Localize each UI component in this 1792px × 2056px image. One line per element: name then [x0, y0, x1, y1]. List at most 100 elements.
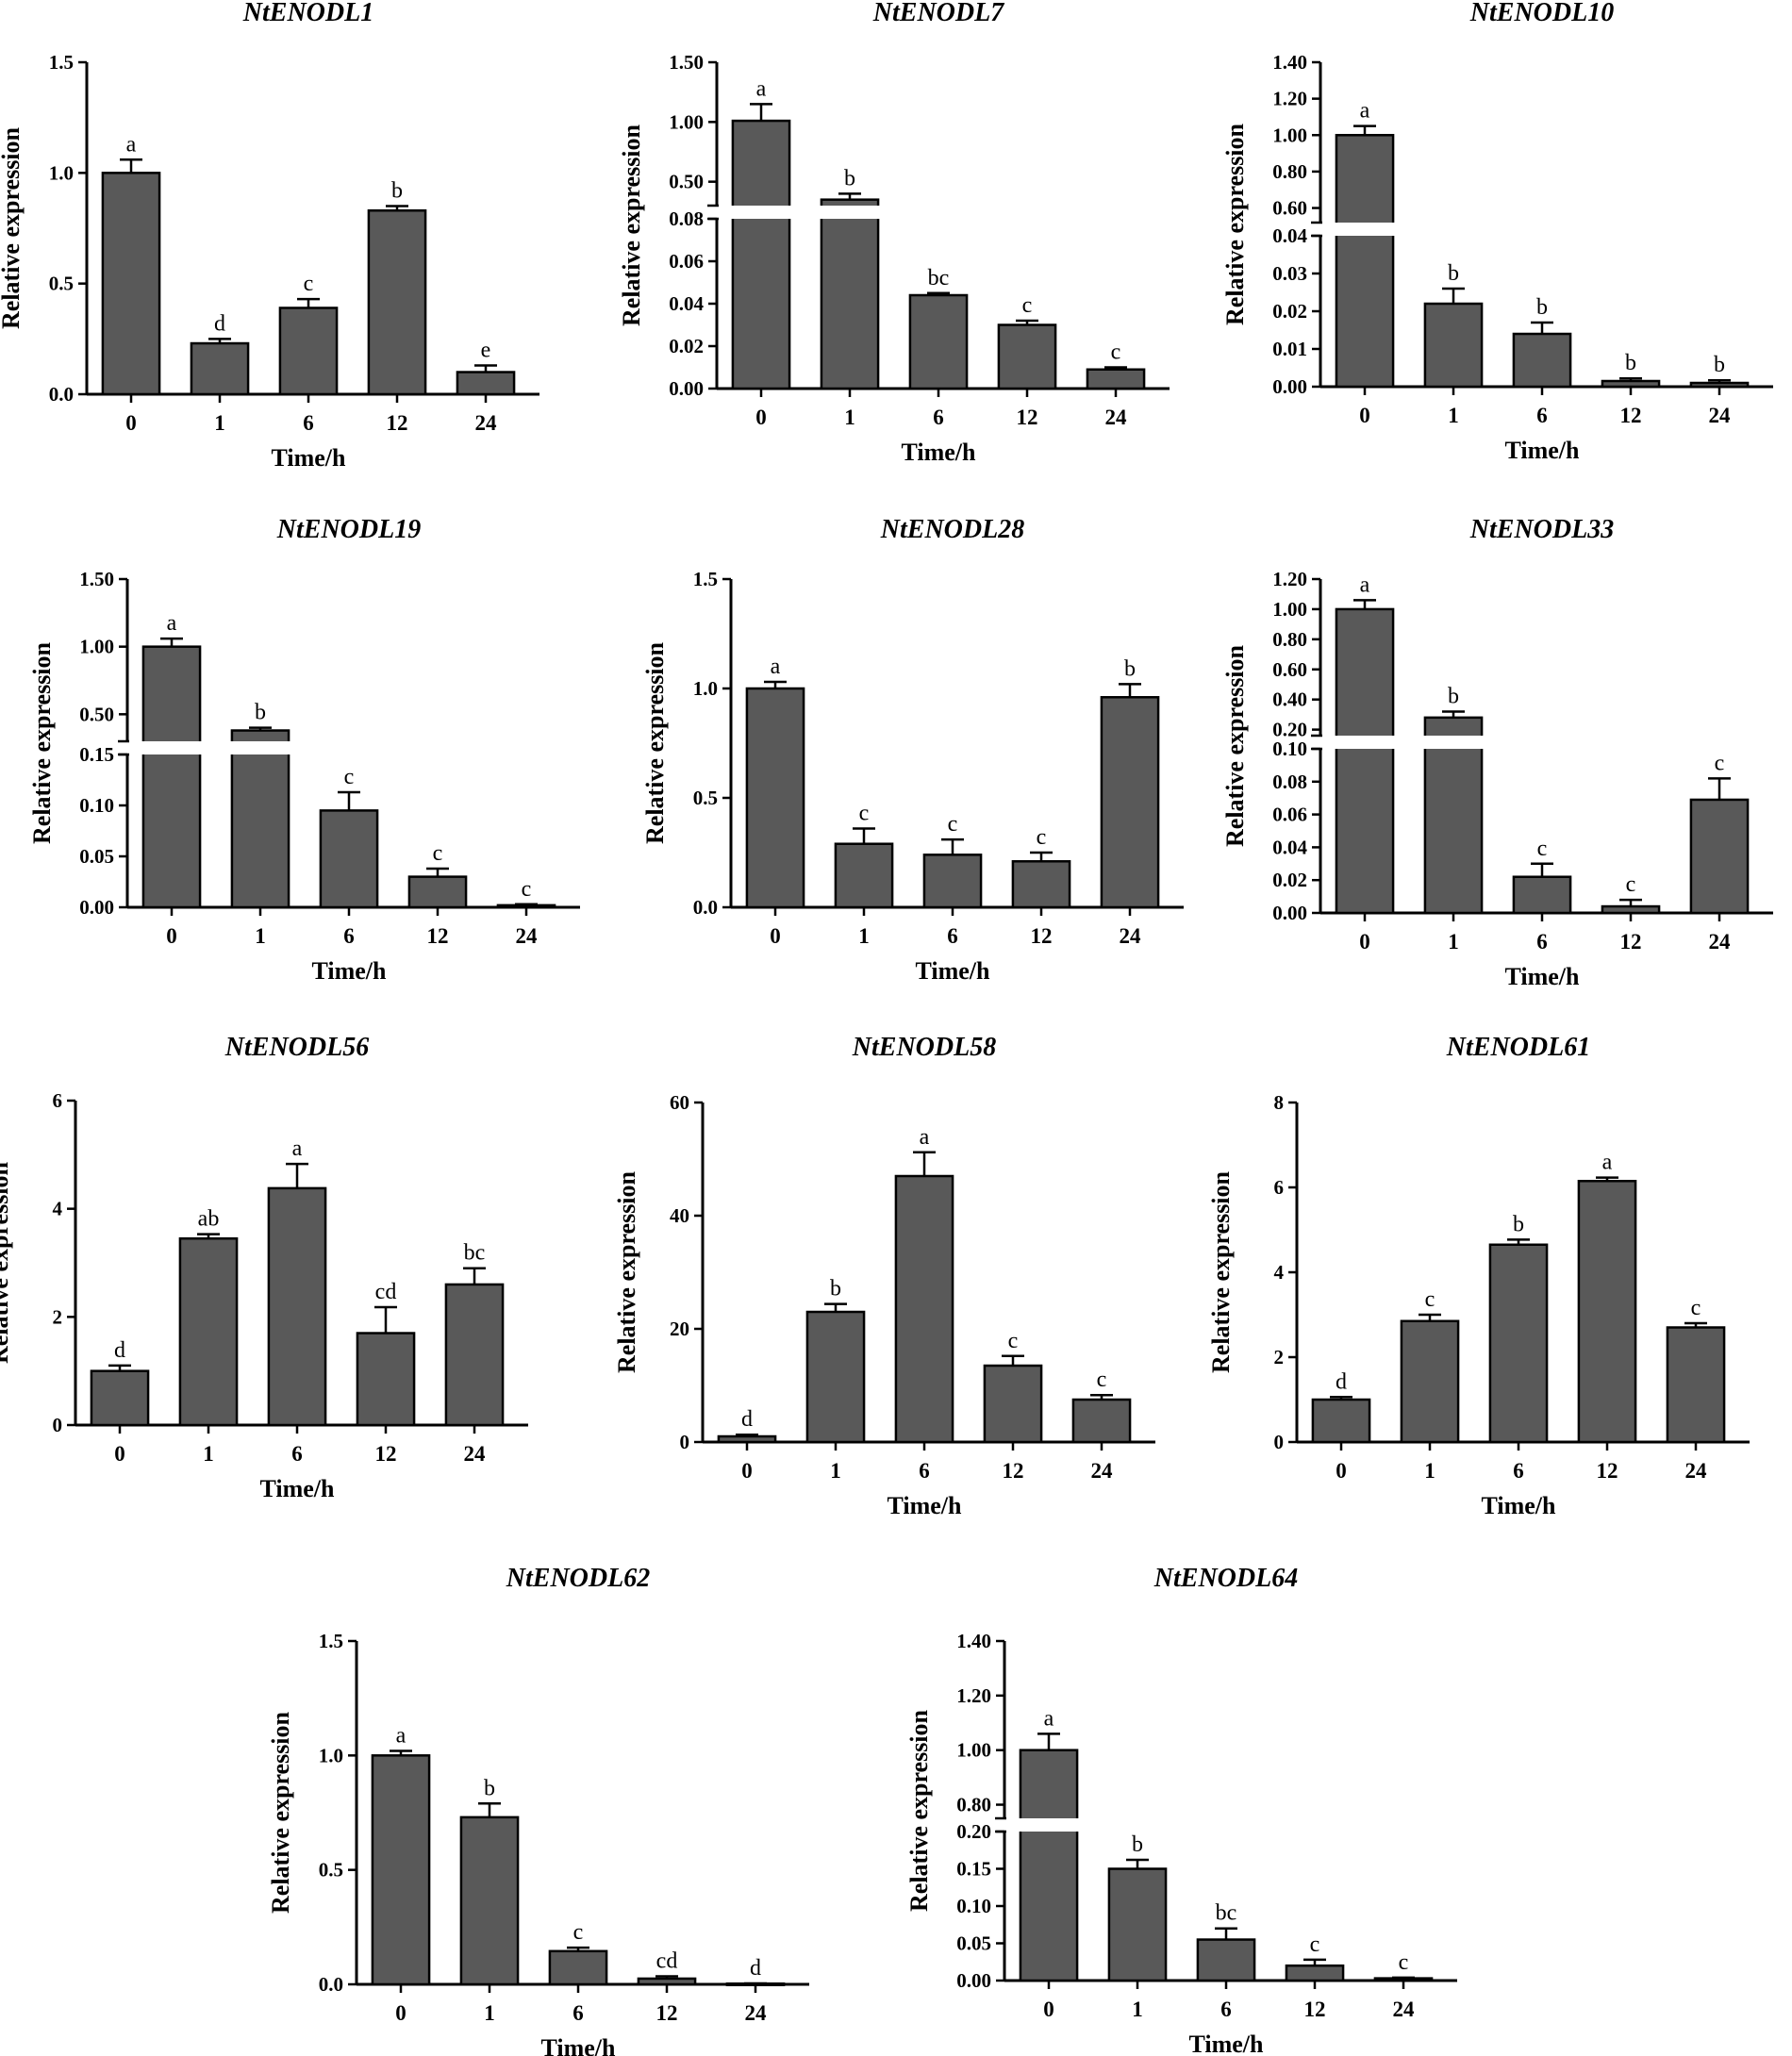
y-tick-label: 0.0 — [319, 1973, 343, 1996]
bar-0 — [1311, 1398, 1371, 1444]
y-tick-label: 1.40 — [1272, 51, 1307, 74]
x-axis-label: Time/h — [272, 444, 347, 472]
bar-0 — [717, 1434, 777, 1444]
x-axis-label: Time/h — [902, 439, 977, 466]
x-tick-label: 6 — [919, 1459, 930, 1483]
y-tick-label: 1.00 — [79, 636, 114, 658]
x-tick-label: 12 — [656, 2001, 678, 2025]
x-tick-label: 12 — [1304, 1998, 1326, 2021]
x-tick-label: 1 — [844, 406, 855, 429]
x-tick-label: 0 — [755, 406, 767, 429]
bar-12 — [356, 1332, 416, 1427]
significance-letter: c — [1691, 1296, 1701, 1320]
significance-letter: c — [1111, 340, 1121, 365]
y-tick-label: 0.01 — [1272, 338, 1307, 360]
y-tick-label: 0 — [680, 1431, 690, 1453]
significance-letter: c — [1310, 1932, 1320, 1957]
chart-svg: NtENODL28 Relative expression 0.0 0.5 1.0 1.5… — [641, 515, 1184, 985]
significance-letter: d — [214, 311, 225, 336]
bar-6 — [278, 307, 339, 396]
chart-svg: NtENODL10 Relative expression 0.00 0.01 0.02… — [1221, 0, 1773, 464]
y-tick-label: 4 — [53, 1198, 63, 1220]
x-tick-label: 0 — [1336, 1459, 1347, 1483]
significance-letter: b — [1625, 351, 1636, 375]
bar-12 — [1285, 1964, 1345, 1982]
y-tick-label: 0.02 — [1272, 869, 1307, 891]
bar-1 — [820, 198, 880, 390]
chart-title: NtENODL7 — [872, 0, 1004, 27]
bar-6 — [908, 293, 969, 390]
y-tick-label: 1.00 — [956, 1739, 991, 1762]
y-tick-label: 1.20 — [1272, 568, 1307, 590]
y-tick-label: 0.5 — [319, 1859, 343, 1882]
x-tick-label: 6 — [1536, 404, 1548, 427]
x-axis-label: Time/h — [312, 957, 388, 985]
bar-1 — [1107, 1867, 1168, 1982]
bar-12 — [1011, 860, 1071, 909]
x-axis-label: Time/h — [888, 1492, 963, 1519]
x-tick-label: 6 — [572, 2001, 584, 2025]
significance-letter: a — [920, 1125, 930, 1150]
x-tick-label: 0 — [395, 2001, 407, 2025]
significance-letter: c — [1626, 872, 1636, 897]
y-tick-label: 1.5 — [319, 1630, 343, 1652]
x-axis-label: Time/h — [260, 1475, 336, 1502]
significance-letter: b — [255, 701, 266, 725]
significance-letter: bc — [464, 1241, 486, 1266]
y-tick-label: 0.50 — [669, 171, 704, 193]
bar-24 — [1689, 381, 1750, 389]
y-tick-label: 1.00 — [1272, 598, 1307, 621]
x-tick-label: 0 — [1359, 930, 1370, 953]
y-tick-label: 2 — [53, 1305, 63, 1328]
bar-1 — [1423, 302, 1484, 389]
significance-letter: c — [1399, 1950, 1409, 1975]
chart-title: NtENODL56 — [224, 1033, 369, 1062]
y-tick-label: 0.00 — [1272, 375, 1307, 398]
bar-1 — [805, 1310, 866, 1444]
y-tick-label: 2 — [1274, 1346, 1285, 1368]
y-axis-label: Relative expression — [1221, 123, 1249, 325]
significance-letter: d — [750, 1956, 761, 1981]
y-tick-label: 40 — [670, 1204, 689, 1227]
bar-12 — [367, 208, 427, 396]
x-tick-label: 24 — [1393, 1998, 1416, 2021]
significance-letter: a — [1044, 1706, 1054, 1731]
bar-0 — [731, 119, 791, 390]
bar-1 — [230, 729, 290, 909]
y-tick-label: 0.08 — [669, 207, 704, 230]
y-tick-label: 0 — [1274, 1431, 1285, 1453]
significance-letter: d — [741, 1407, 753, 1432]
bar-24 — [1689, 798, 1750, 915]
x-tick-label: 12 — [1017, 406, 1038, 429]
bar-1 — [1400, 1319, 1460, 1444]
y-tick-label: 0.00 — [1272, 902, 1307, 924]
bar-12 — [1601, 904, 1661, 915]
chart-title: NtENODL33 — [1469, 515, 1614, 544]
x-tick-label: 6 — [343, 924, 355, 948]
x-tick-label: 0 — [770, 924, 781, 948]
y-tick-label: 0 — [53, 1414, 63, 1436]
x-tick-label: 6 — [303, 411, 314, 435]
y-tick-label: 1.20 — [1272, 88, 1307, 110]
y-tick-label: 0.04 — [669, 292, 704, 315]
bar-6 — [1196, 1938, 1256, 1982]
bar-1 — [178, 1236, 239, 1427]
x-axis-label: Time/h — [1482, 1492, 1557, 1519]
bar-break-gap — [729, 206, 793, 219]
y-axis-label: Relative expression — [641, 641, 669, 844]
bar-6 — [548, 1949, 608, 1986]
y-tick-label: 4 — [1274, 1261, 1285, 1284]
chart-panel-ntenodl58: NtENODL58 Relative expression 0 20 40 60 d 0 b 1 a… — [599, 1033, 1165, 1525]
y-tick-label: 0.04 — [1272, 836, 1307, 858]
x-tick-label: 24 — [1685, 1459, 1708, 1483]
significance-letter: b — [1132, 1832, 1143, 1857]
significance-letter: d — [1336, 1369, 1347, 1394]
significance-letter: c — [859, 801, 870, 825]
y-tick-label: 0.15 — [79, 743, 114, 766]
y-tick-label: 1.00 — [1272, 124, 1307, 146]
significance-letter: b — [1448, 261, 1459, 286]
x-tick-label: 12 — [1620, 930, 1642, 953]
significance-letter: b — [1448, 684, 1459, 708]
